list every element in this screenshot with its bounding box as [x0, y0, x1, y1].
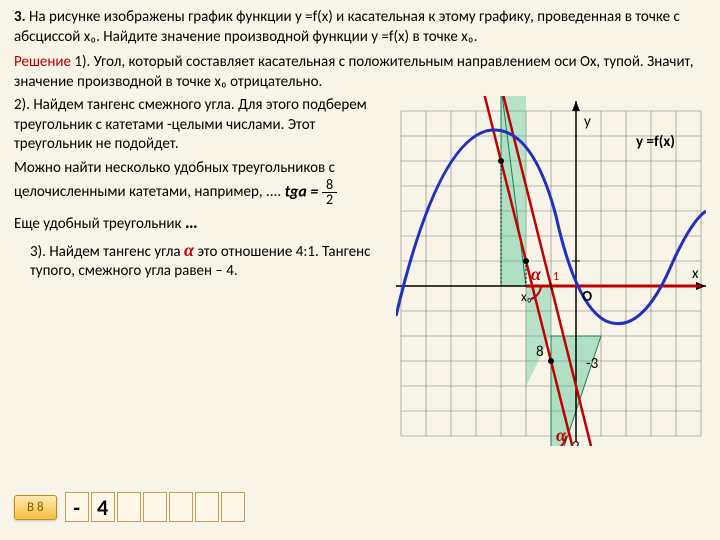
graph-plot: y x y =f(x) x₀ О 1 α 8 -3 2 -7 α [396, 96, 706, 446]
x-axis-label: x [692, 265, 699, 283]
origin-label: О [582, 288, 592, 306]
ans-box-empty [195, 492, 219, 522]
ans-box-minus: - [65, 492, 89, 522]
two-label: 2 [572, 438, 580, 446]
tga-formula: tga = 8 2 [285, 178, 338, 207]
solution-label: Решение [14, 53, 71, 71]
fx-label: y =f(x) [636, 133, 675, 151]
step1-text: 1). Угол, который составляет касательная… [14, 53, 694, 91]
step3a-text: 3). Найдем тангенс угла [30, 243, 181, 261]
answer-boxes: - 4 [65, 492, 245, 522]
b8-button[interactable]: В 8 [14, 495, 57, 520]
step2c-dots: … [185, 211, 198, 233]
step2a-text: 2). Найдем тангенс смежного угла. Для эт… [14, 96, 386, 155]
ans-box-empty [117, 492, 141, 522]
ans-box-empty [143, 492, 167, 522]
svg-text:α: α [556, 425, 567, 445]
ans-box-empty [221, 492, 245, 522]
y-axis-label: y [584, 113, 591, 131]
title-text: На рисунке изображены график функции y =… [14, 8, 680, 46]
step2c-text: Еще удобный треугольник [14, 215, 181, 233]
ans-box-digit: 4 [91, 492, 115, 522]
neg3-label: -3 [586, 355, 599, 373]
neg7-label: -7 [591, 443, 604, 446]
ans-box-empty [169, 492, 193, 522]
svg-text:α: α [531, 264, 542, 284]
x0-label: x₀ [521, 290, 532, 305]
alpha-symbol: α [184, 240, 194, 260]
eight-label: 8 [536, 343, 544, 361]
title-number: 3. [14, 8, 26, 26]
one-label: 1 [553, 270, 559, 284]
